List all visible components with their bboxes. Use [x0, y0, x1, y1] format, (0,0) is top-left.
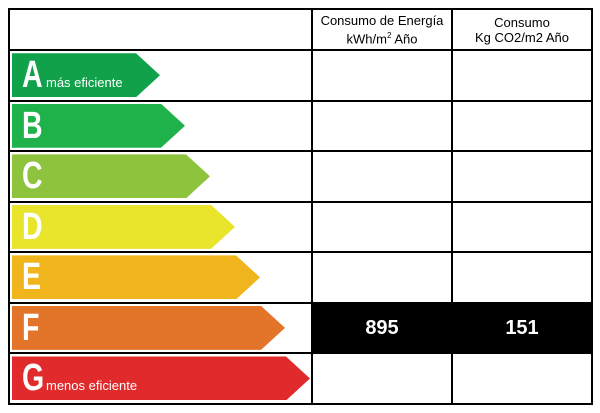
co2-empty-cell [451, 99, 593, 153]
rating-arrow-cell: F [8, 301, 313, 355]
energy-empty-cell [311, 251, 453, 304]
co2-empty-cell [451, 352, 593, 405]
rating-arrow-c: C [12, 154, 210, 198]
rating-arrow-b: B [12, 104, 185, 148]
energy-empty-cell [311, 200, 453, 254]
co2-value-cell: 151 [451, 301, 593, 355]
co2-empty-cell [451, 251, 593, 304]
header-row: Consumo de Energía kWh/m2 Año Consumo Kg… [8, 7, 593, 52]
energy-empty-cell [311, 352, 453, 405]
rating-row-d: D [8, 200, 593, 254]
rating-letter: E [22, 256, 42, 299]
energy-unit-prefix: kWh/m [346, 31, 387, 47]
energy-value-cell: 895 [311, 301, 453, 355]
energy-column-title: Consumo de Energía [320, 12, 444, 28]
rating-letter: F [22, 306, 40, 349]
header-empty-cell [8, 7, 313, 52]
energy-rating-table: Consumo de Energía kWh/m2 Año Consumo Kg… [8, 7, 593, 405]
energy-empty-cell [311, 99, 453, 153]
rating-row-b: B [8, 99, 593, 153]
energy-unit-superscript: 2 [386, 30, 392, 40]
co2-column-title: Consumo [494, 14, 550, 30]
co2-empty-cell [451, 200, 593, 254]
rating-description: más eficiente [46, 74, 123, 90]
rating-arrow-cell: D [8, 200, 313, 254]
energy-unit-suffix: Año [391, 31, 418, 47]
rating-arrow-d: D [12, 205, 235, 249]
rating-arrow-e: E [12, 255, 260, 299]
co2-empty-cell [451, 49, 593, 102]
co2-empty-cell [451, 150, 593, 203]
energy-column-header: Consumo de Energía kWh/m2 Año [311, 7, 453, 52]
rating-arrow-f: F [12, 306, 285, 350]
rating-letter: B [22, 104, 43, 147]
rating-letter: D [22, 205, 43, 248]
rating-row-f: F 895 151 [8, 301, 593, 355]
energy-empty-cell [311, 49, 453, 102]
rating-arrow-cell: E [8, 251, 313, 304]
rating-arrow-cell: B [8, 99, 313, 153]
rating-letter: G [22, 357, 45, 400]
energy-empty-cell [311, 150, 453, 203]
rating-letter: A [22, 54, 43, 97]
co2-unit: Kg CO2/m2 Año [475, 29, 569, 45]
rating-arrow-cell: C [8, 150, 313, 203]
rating-row-c: C [8, 150, 593, 203]
rating-description: menos eficiente [46, 377, 138, 393]
energy-certificate-label: Consumo de Energía kWh/m2 Año Consumo Kg… [8, 7, 593, 405]
co2-column-header: Consumo Kg CO2/m2 Año [451, 7, 593, 52]
rating-row-e: E [8, 251, 593, 304]
rating-letter: C [22, 155, 43, 198]
